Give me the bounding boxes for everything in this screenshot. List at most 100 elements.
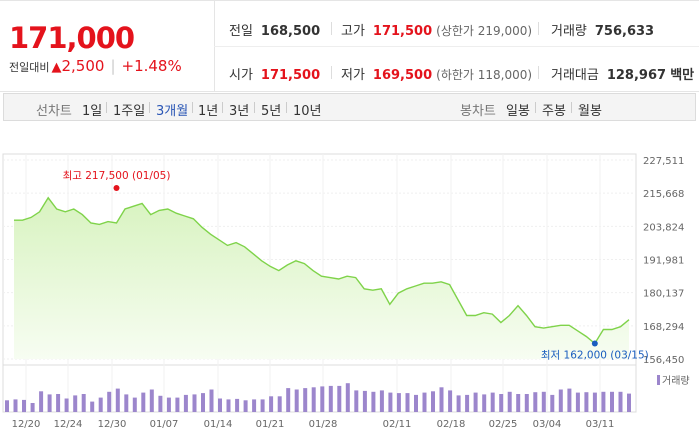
- open-price: 시가 171,500: [229, 68, 321, 83]
- volume-bar: [30, 403, 35, 412]
- min-annotation-label: 최저 162,000 (03/15): [541, 349, 649, 361]
- volume-bar: [226, 399, 231, 412]
- volume-bar: [81, 394, 86, 412]
- volume-bar: [533, 392, 538, 412]
- x-tick-label: 12/24: [54, 419, 83, 430]
- volume-bar: [73, 395, 78, 412]
- x-tick-label: 02/11: [383, 419, 412, 430]
- volume-bar: [499, 394, 504, 412]
- x-tick-label: 12/20: [12, 419, 41, 430]
- period-10y[interactable]: 10년: [293, 104, 322, 119]
- volume-bar: [218, 398, 222, 412]
- quote-summary: 171,000 전일대비 ▲2,500 | +1.48% 전일 168,500 고가 17…: [0, 0, 699, 92]
- volume-bar: [490, 392, 495, 412]
- volume-bar: [13, 399, 18, 412]
- period-1y[interactable]: 1년: [198, 104, 219, 119]
- volume-bar: [610, 391, 614, 413]
- volume-bar: [431, 391, 435, 412]
- volume-plot-frame: [2, 364, 637, 413]
- volume-bar: [448, 390, 453, 412]
- period-5y[interactable]: 5년: [261, 104, 282, 119]
- volume-bar: [524, 394, 529, 412]
- candle-weekly[interactable]: 주봉: [542, 104, 566, 119]
- volume-bar: [141, 392, 146, 412]
- y-tick-label: 215,668: [643, 189, 684, 200]
- change-value: 2,500: [61, 57, 105, 75]
- quote-divider: [538, 22, 539, 35]
- y-tick-label: 168,294: [643, 322, 684, 333]
- period-1d[interactable]: 1일: [82, 104, 103, 119]
- volume-bar: [5, 400, 9, 412]
- period-3m[interactable]: 3개월: [156, 104, 189, 119]
- prev-close: 전일 168,500: [229, 24, 321, 39]
- x-tick-label: 01/14: [204, 419, 233, 430]
- candle-daily[interactable]: 일봉: [506, 104, 530, 119]
- volume-bar: [175, 397, 180, 412]
- volume-bar: [567, 388, 572, 412]
- volume-bar: [362, 390, 367, 412]
- candle-monthly[interactable]: 월봉: [578, 104, 602, 119]
- y-tick-label: 180,137: [643, 289, 684, 300]
- period-divider: [535, 102, 536, 113]
- volume-bar: [414, 394, 418, 412]
- volume-bar: [183, 394, 188, 412]
- period-divider: [222, 102, 223, 113]
- period-divider: [571, 102, 572, 113]
- volume-bar: [107, 391, 112, 413]
- volume-bar: [337, 385, 342, 412]
- volume-bar: [260, 399, 265, 412]
- min-point-marker: [591, 340, 598, 347]
- volume-bar: [516, 394, 521, 412]
- quote-divider: [331, 66, 332, 79]
- volume-bar: [328, 385, 333, 412]
- volume-bar: [379, 390, 384, 412]
- y-tick-label: 227,511: [643, 156, 684, 167]
- volume-bar: [149, 389, 154, 412]
- volume-bar: [345, 383, 350, 412]
- period-3y[interactable]: 3년: [229, 104, 250, 119]
- period-1w[interactable]: 1주일: [113, 104, 146, 119]
- period-divider: [286, 102, 287, 113]
- volume-bar: [311, 387, 316, 413]
- volume-bar: [507, 391, 512, 413]
- x-tick-label: 12/30: [98, 419, 127, 430]
- volume-bar: [627, 393, 631, 412]
- price-area-fill: [14, 197, 629, 359]
- volume-bar: [201, 393, 205, 412]
- volume-bar: [584, 392, 589, 412]
- period-selector-bar: 선차트 1일 1주일 3개월 1년 3년 5년 10년 봉차트 일봉 주봉 월봉: [3, 93, 696, 121]
- volume-bar: [243, 400, 248, 412]
- x-tick-label: 03/11: [586, 419, 615, 430]
- quote-divider: [331, 22, 332, 35]
- volume-bar: [47, 394, 52, 412]
- up-triangle-icon: ▲: [51, 60, 62, 75]
- volume-bar: [550, 394, 555, 412]
- change-divider: |: [110, 57, 116, 75]
- volume-bar: [64, 398, 69, 412]
- volume-bar: [166, 397, 171, 412]
- x-tick-label: 01/28: [309, 419, 338, 430]
- change-label: 전일대비: [9, 61, 50, 74]
- max-point-marker: [113, 185, 120, 192]
- period-divider: [192, 102, 193, 113]
- volume-bar: [575, 392, 580, 412]
- x-tick-label: 02/25: [489, 419, 518, 430]
- volume-bar: [132, 397, 137, 412]
- current-price-box: 171,000 전일대비 ▲2,500 | +1.48%: [0, 1, 215, 91]
- max-annotation-label: 최고 217,500 (01/05): [63, 170, 171, 182]
- volume-bar: [422, 392, 427, 412]
- volume-bar: [396, 393, 401, 412]
- volume-bar: [209, 389, 214, 412]
- x-tick-label: 01/07: [150, 419, 179, 430]
- volume-bar: [354, 390, 359, 412]
- volume-bar: [22, 399, 26, 413]
- volume-bar: [456, 395, 461, 412]
- volume-bar: [465, 394, 470, 412]
- volume-bar: [320, 386, 325, 412]
- volume-bar: [592, 392, 597, 412]
- volume-bar: [601, 391, 606, 413]
- volume-bar: [482, 394, 487, 412]
- trade-amount: 거래대금 128,967 백만: [551, 68, 695, 83]
